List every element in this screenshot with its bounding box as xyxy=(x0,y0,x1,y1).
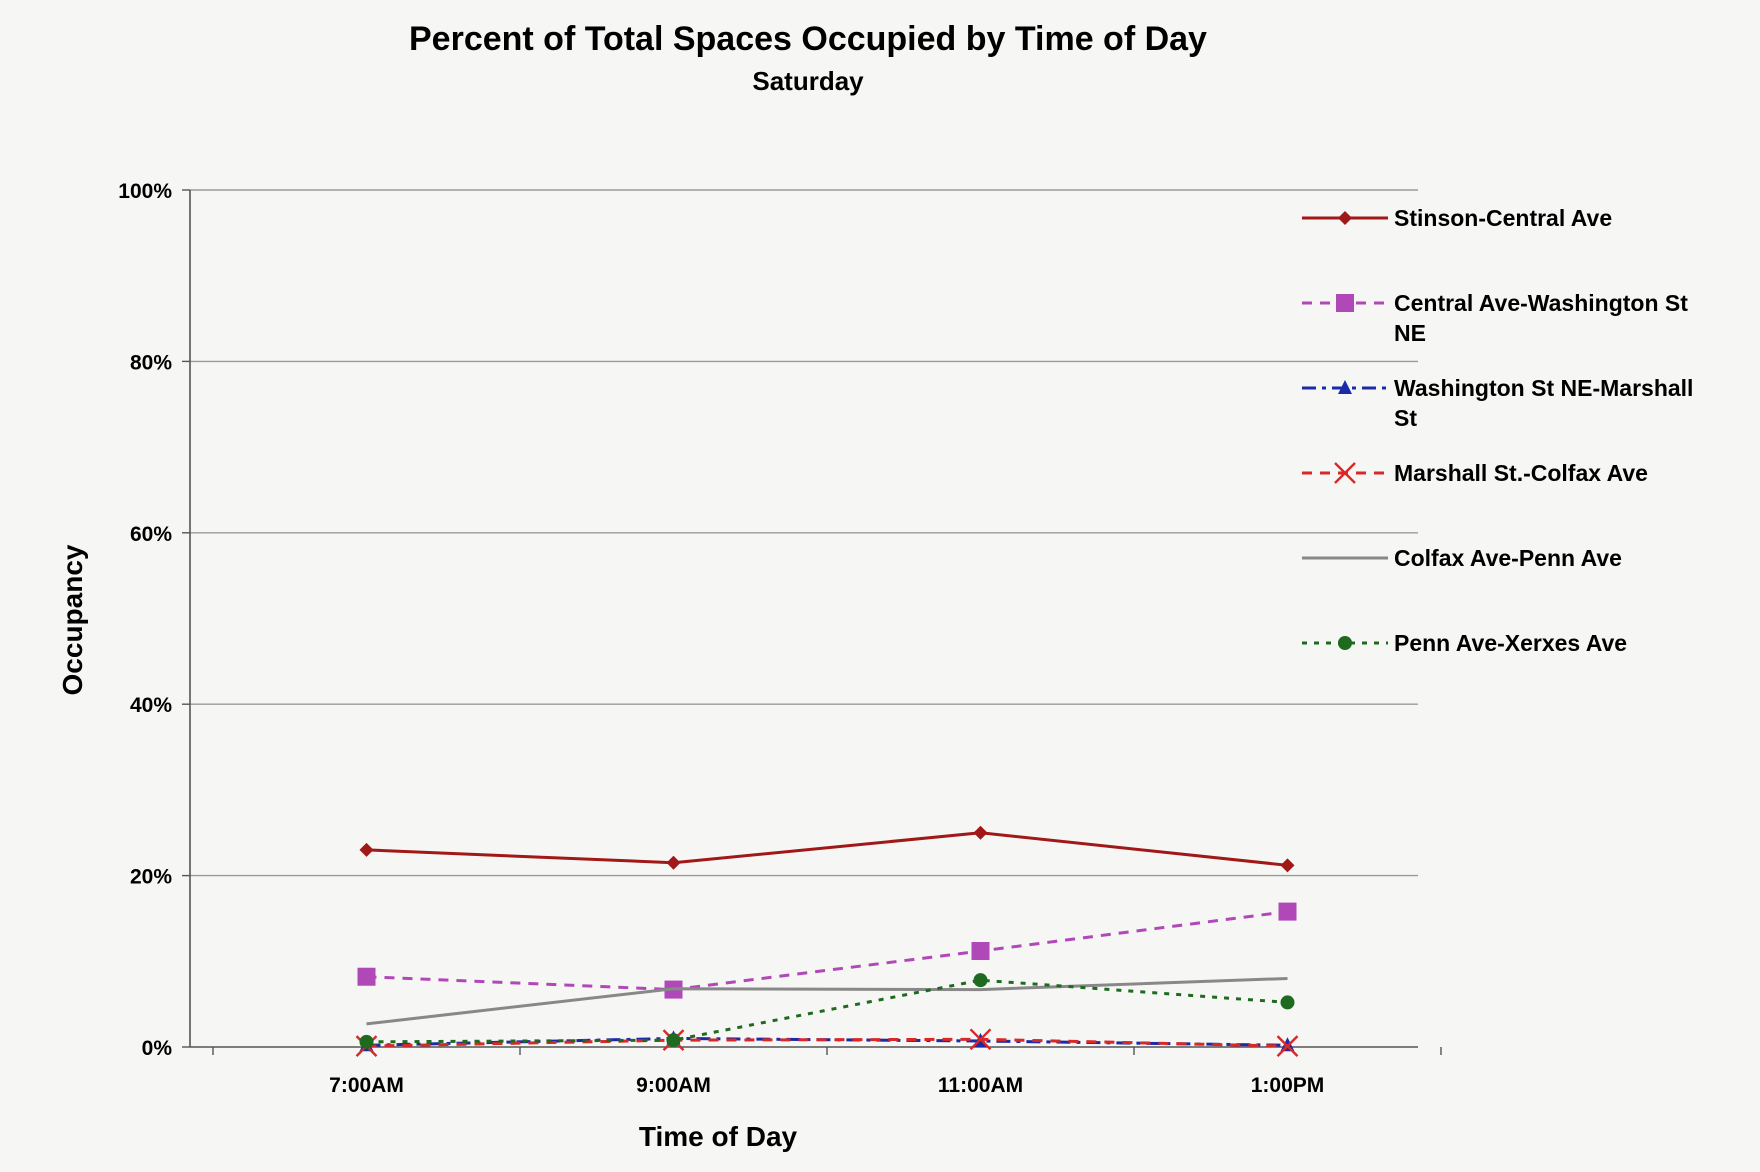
x-tick-label: 9:00AM xyxy=(636,1074,711,1097)
legend-item: Stinson-Central Ave xyxy=(1302,205,1612,231)
data-point xyxy=(357,967,376,986)
data-point xyxy=(1338,380,1352,394)
series-line xyxy=(366,831,1288,867)
gridlines xyxy=(190,189,1418,877)
x-marker-stroke xyxy=(1334,462,1356,484)
y-tick-label: 80% xyxy=(130,351,172,374)
data-point xyxy=(359,1034,374,1049)
data-point xyxy=(1336,294,1354,312)
y-tick-label: 20% xyxy=(130,866,172,889)
legend-item: Penn Ave-Xerxes Ave xyxy=(1302,630,1627,656)
legend-label: NE xyxy=(1394,320,1426,346)
data-point xyxy=(1276,1035,1299,1057)
legend-label: Penn Ave-Xerxes Ave xyxy=(1394,630,1627,656)
legend-label: Washington St NE-Marshall xyxy=(1394,375,1693,401)
legend-label: Colfax Ave-Penn Ave xyxy=(1394,545,1622,571)
y-tick-label: 60% xyxy=(130,523,172,546)
x-tick-label: 11:00AM xyxy=(938,1074,1023,1097)
data-point xyxy=(973,825,988,840)
data-point xyxy=(666,1033,681,1048)
data-point xyxy=(1280,1037,1295,1052)
legend-item: Colfax Ave-Penn Ave xyxy=(1302,545,1622,571)
chart-subtitle: Saturday xyxy=(752,66,864,96)
x-tick-label: 1:00PM xyxy=(1251,1074,1325,1097)
x-marker-stroke xyxy=(1276,1035,1299,1057)
data-point xyxy=(1280,995,1295,1010)
data-point xyxy=(666,855,681,870)
series-stinson-central-ave xyxy=(359,825,1295,873)
data-point xyxy=(359,842,374,857)
data-point xyxy=(1338,211,1352,225)
legend-label: Marshall St.-Colfax Ave xyxy=(1394,460,1648,486)
y-tick-label: 0% xyxy=(142,1037,173,1060)
series-line xyxy=(366,910,1288,992)
data-point xyxy=(971,942,990,961)
series-line xyxy=(366,1037,1288,1048)
legend-label: Stinson-Central Ave xyxy=(1394,205,1612,231)
x-tick-labels: 7:00AM 9:00AM 11:00AM 1:00PM xyxy=(329,1074,1324,1097)
data-point xyxy=(1280,858,1295,873)
legend-item: Washington St NE-Marshall St xyxy=(1302,375,1693,431)
series-line xyxy=(366,976,1288,1026)
series-group xyxy=(355,825,1299,1057)
y-tick-label: 40% xyxy=(130,694,172,717)
legend-item: Marshall St.-Colfax Ave xyxy=(1302,460,1648,486)
data-point xyxy=(969,1028,992,1051)
data-point xyxy=(1338,636,1352,650)
x-axis-title: Time of Day xyxy=(639,1121,798,1152)
y-tick-labels: 0% 20% 40% 60% 80% 100% xyxy=(118,180,172,1060)
x-tick-label: 7:00AM xyxy=(329,1074,404,1097)
data-point xyxy=(1334,462,1356,484)
y-tick-label: 100% xyxy=(118,180,172,203)
axes xyxy=(182,189,1442,1055)
series-penn-ave-xerxes-ave xyxy=(359,973,1295,1049)
legend: Stinson-Central Ave Central Ave-Washingto… xyxy=(1302,205,1693,656)
data-point xyxy=(973,973,988,988)
data-point xyxy=(1278,902,1297,921)
series-colfax-ave-penn-ave xyxy=(366,976,1288,1026)
y-axis-title: Occupancy xyxy=(57,544,88,695)
x-marker-stroke xyxy=(969,1028,992,1051)
legend-label: Central Ave-Washington St xyxy=(1394,290,1688,316)
legend-item: Central Ave-Washington St NE xyxy=(1302,290,1688,346)
legend-label: St xyxy=(1394,405,1417,431)
chart-title: Percent of Total Spaces Occupied by Time… xyxy=(409,20,1207,58)
